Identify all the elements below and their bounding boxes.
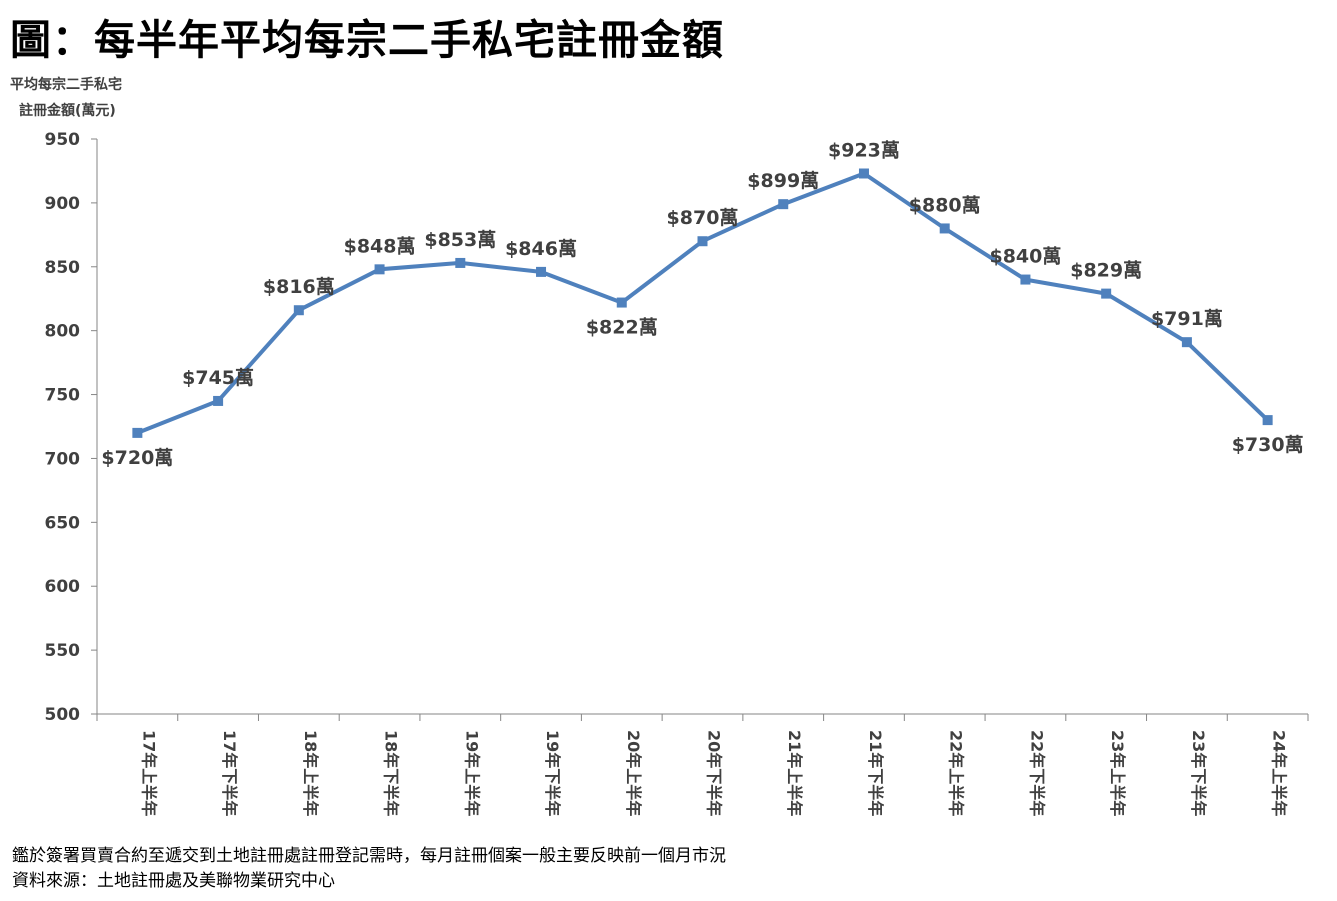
x-tick-label: 20年上半年 bbox=[624, 730, 643, 816]
data-point-marker bbox=[455, 257, 466, 268]
x-tick-label: 17年下半年 bbox=[220, 730, 239, 816]
data-point-marker bbox=[293, 305, 304, 316]
data-label: $870萬 bbox=[667, 207, 739, 229]
y-axis-label-line2: 註冊金額(萬元) bbox=[19, 103, 116, 119]
y-tick-label: 550 bbox=[45, 641, 81, 661]
y-tick-label: 950 bbox=[45, 130, 81, 150]
data-label: $840萬 bbox=[989, 246, 1061, 268]
y-tick-label: 500 bbox=[45, 705, 81, 725]
x-tick-label: 23年上半年 bbox=[1108, 730, 1127, 816]
x-tick-label: 22年下半年 bbox=[1027, 730, 1046, 816]
x-tick-label: 17年上半年 bbox=[139, 730, 158, 816]
y-axis-label: 平均每宗二手私宅 註冊金額(萬元) bbox=[10, 72, 122, 124]
footnote-line2: 資料來源：土地註冊處及美聯物業研究中心 bbox=[12, 871, 335, 891]
x-tick-label: 18年下半年 bbox=[382, 730, 401, 816]
data-label: $923萬 bbox=[828, 140, 900, 162]
data-point-marker bbox=[616, 297, 627, 308]
line-chart: 500 550 600 650 700 750 800 850 900 950 17年上半年 17年下… bbox=[45, 130, 1309, 816]
x-tick-label: 21年上半年 bbox=[785, 730, 804, 816]
chart-title: 圖：每半年平均每宗二手私宅註冊金額 bbox=[10, 16, 724, 64]
x-tick-label: 22年上半年 bbox=[947, 730, 966, 816]
data-label: $846萬 bbox=[505, 238, 577, 260]
y-tick-label: 750 bbox=[45, 386, 81, 406]
data-label: $720萬 bbox=[101, 447, 173, 469]
data-point-marker bbox=[132, 427, 143, 438]
data-point-marker bbox=[697, 236, 708, 247]
x-tick-label: 23年下半年 bbox=[1189, 730, 1208, 816]
data-label: $899萬 bbox=[747, 170, 819, 192]
data-point-marker bbox=[858, 168, 869, 179]
x-tick-label: 20年下半年 bbox=[705, 730, 724, 816]
data-point-marker bbox=[213, 395, 224, 406]
y-tick-label: 600 bbox=[45, 577, 81, 597]
y-axis-label-line1: 平均每宗二手私宅 bbox=[10, 77, 122, 93]
data-label: $791萬 bbox=[1151, 308, 1223, 330]
data-point-marker bbox=[1020, 274, 1031, 285]
x-tick-label: 19年上半年 bbox=[462, 730, 481, 816]
x-tick-label: 18年上半年 bbox=[301, 730, 320, 816]
data-point-marker bbox=[1101, 288, 1112, 299]
y-tick-label: 800 bbox=[45, 322, 81, 342]
data-label: $880萬 bbox=[909, 194, 981, 216]
data-label: $822萬 bbox=[586, 317, 658, 339]
data-point-marker bbox=[1181, 337, 1192, 348]
x-tick-label: 21年下半年 bbox=[866, 730, 885, 816]
data-point-marker bbox=[374, 264, 385, 275]
y-tick-label: 700 bbox=[45, 449, 81, 469]
data-label: $730萬 bbox=[1232, 434, 1304, 456]
data-label: $816萬 bbox=[263, 276, 335, 298]
data-label: $853萬 bbox=[424, 229, 496, 251]
data-point-marker bbox=[1262, 415, 1273, 426]
data-point-marker bbox=[778, 199, 789, 210]
footnote: 鑑於簽署買賣合約至遞交到土地註冊處註冊登記需時，每月註冊個案一般主要反映前一個月… bbox=[12, 844, 726, 894]
data-label: $745萬 bbox=[182, 367, 254, 389]
data-point-marker bbox=[939, 223, 950, 234]
data-label: $848萬 bbox=[344, 235, 416, 257]
footnote-line1: 鑑於簽署買賣合約至遞交到土地註冊處註冊登記需時，每月註冊個案一般主要反映前一個月… bbox=[12, 846, 726, 866]
data-label: $829萬 bbox=[1070, 260, 1142, 282]
y-tick-label: 850 bbox=[45, 258, 81, 278]
data-point-marker bbox=[536, 266, 547, 277]
y-tick-label: 900 bbox=[45, 194, 81, 214]
x-tick-label: 19年下半年 bbox=[543, 730, 562, 816]
y-tick-label: 650 bbox=[45, 513, 81, 533]
x-tick-label: 24年上半年 bbox=[1270, 730, 1289, 816]
